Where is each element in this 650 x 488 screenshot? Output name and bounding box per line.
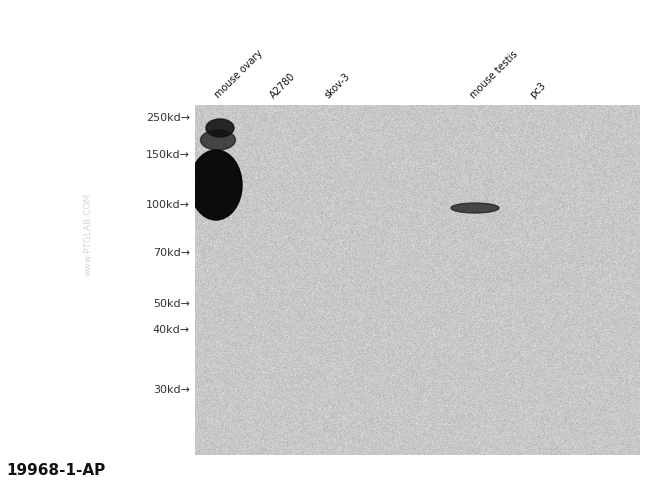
Text: 100kd→: 100kd→ <box>146 200 190 210</box>
Ellipse shape <box>200 130 235 150</box>
Ellipse shape <box>206 119 234 137</box>
Text: 19968-1-AP: 19968-1-AP <box>6 463 106 478</box>
Text: 70kd→: 70kd→ <box>153 248 190 258</box>
Text: A2780: A2780 <box>268 71 297 100</box>
Text: pc3: pc3 <box>528 81 547 100</box>
Text: 40kd→: 40kd→ <box>153 325 190 335</box>
Text: mouse ovary: mouse ovary <box>213 48 265 100</box>
Ellipse shape <box>451 203 499 213</box>
Text: skov-3: skov-3 <box>323 71 352 100</box>
Text: 250kd→: 250kd→ <box>146 113 190 123</box>
Text: 150kd→: 150kd→ <box>146 150 190 160</box>
Text: 30kd→: 30kd→ <box>153 385 190 395</box>
Text: 50kd→: 50kd→ <box>153 299 190 309</box>
Ellipse shape <box>190 150 242 220</box>
Text: www.PTGLAB.COM: www.PTGLAB.COM <box>83 193 92 276</box>
Text: mouse testis: mouse testis <box>468 49 519 100</box>
